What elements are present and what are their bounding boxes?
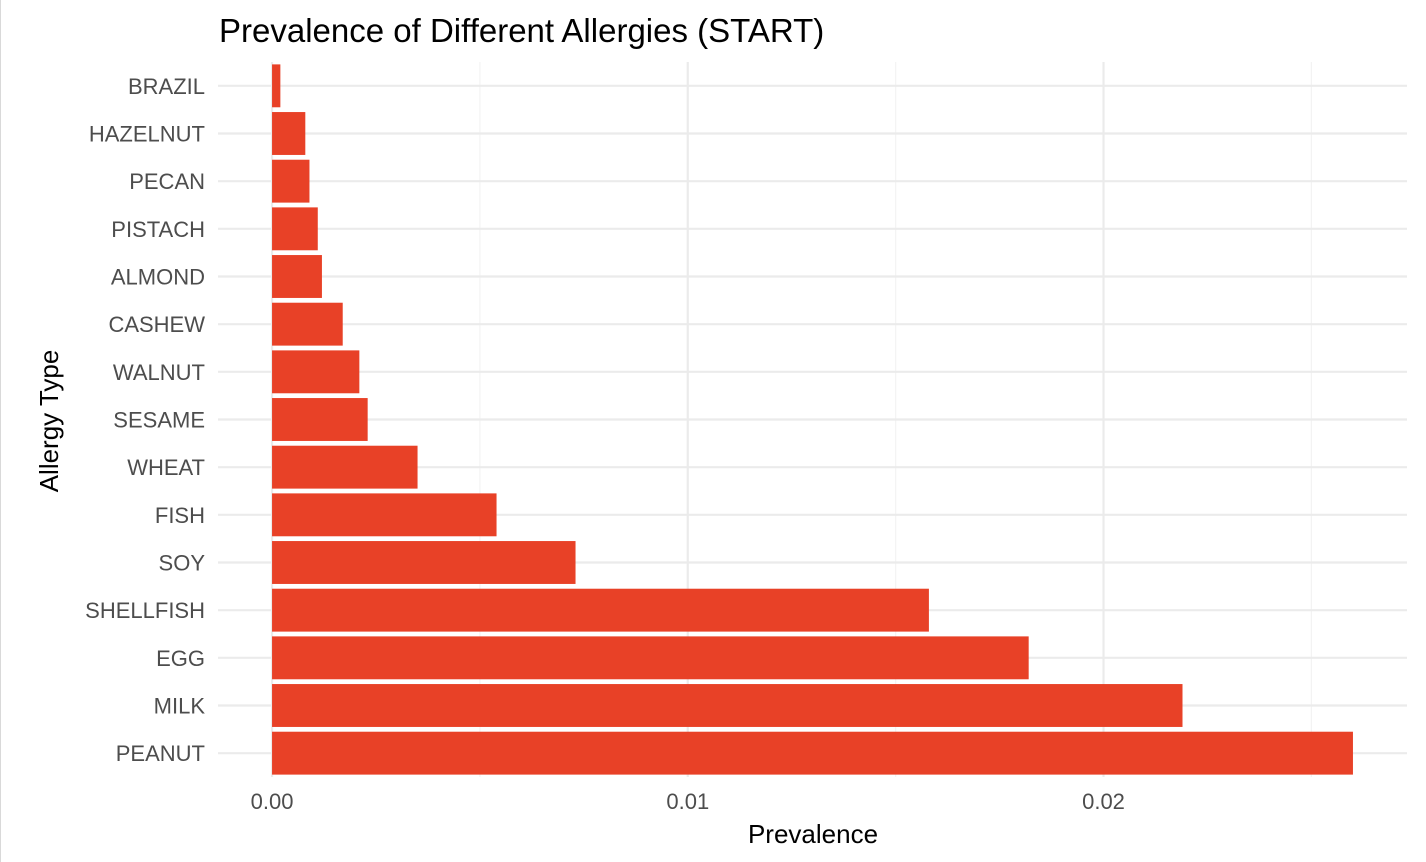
y-tick-label: WHEAT <box>127 455 205 480</box>
bar-pecan <box>272 159 310 203</box>
bar-brazil <box>272 64 281 108</box>
y-tick-label: WALNUT <box>113 360 205 385</box>
y-tick-label: BRAZIL <box>128 74 205 99</box>
bar-cashew <box>272 302 343 346</box>
y-tick-label: PISTACH <box>111 217 205 242</box>
bar-egg <box>272 636 1029 680</box>
bars <box>272 64 1353 775</box>
bar-milk <box>272 684 1183 727</box>
bar-fish <box>272 493 497 537</box>
bar-shellfish <box>272 588 929 632</box>
y-axis-title: Allergy Type <box>34 350 64 493</box>
bar-walnut <box>272 350 360 394</box>
bar-wheat <box>272 445 418 489</box>
y-tick-label: EGG <box>156 646 205 671</box>
y-tick-label: SHELLFISH <box>85 598 205 623</box>
bar-peanut <box>272 731 1353 775</box>
bar-sesame <box>272 398 368 441</box>
y-tick-label: FISH <box>155 503 205 528</box>
y-tick-label: SESAME <box>113 408 205 433</box>
bar-pistach <box>272 207 318 251</box>
chart-title: Prevalence of Different Allergies (START… <box>219 12 824 49</box>
bar-almond <box>272 255 322 298</box>
x-axis-title: Prevalence <box>748 819 878 849</box>
y-tick-label: PEANUT <box>116 741 205 766</box>
y-tick-label: ALMOND <box>111 265 205 290</box>
y-tick-label: MILK <box>154 694 206 719</box>
x-tick-label: 0.02 <box>1082 789 1125 814</box>
bar-hazelnut <box>272 112 306 155</box>
bar-soy <box>272 541 576 584</box>
y-tick-label: HAZELNUT <box>89 122 205 147</box>
y-axis-tick-labels: PEANUT MILK EGG SHELLFISH SOY FISH WHEAT SESAME… <box>85 74 205 766</box>
x-tick-label: 0.00 <box>251 789 294 814</box>
y-tick-label: SOY <box>159 551 206 576</box>
x-axis-tick-labels: 0.00 0.01 0.02 <box>251 789 1125 814</box>
y-tick-label: PECAN <box>129 169 205 194</box>
x-tick-label: 0.01 <box>666 789 709 814</box>
y-tick-label: CASHEW <box>108 312 205 337</box>
